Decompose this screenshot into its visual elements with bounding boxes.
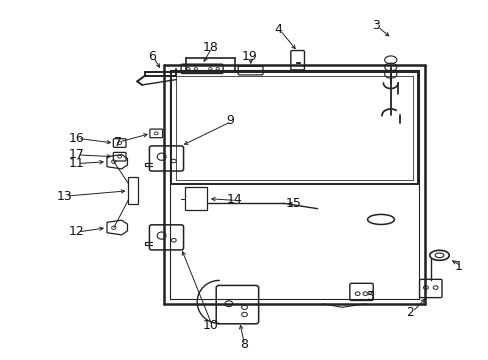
Text: 9: 9 xyxy=(225,114,233,127)
Text: 19: 19 xyxy=(241,50,257,63)
Bar xyxy=(128,177,138,204)
Text: 18: 18 xyxy=(202,41,218,54)
Text: 4: 4 xyxy=(274,23,282,36)
Text: 16: 16 xyxy=(68,132,84,145)
Text: 15: 15 xyxy=(285,197,301,210)
Text: 1: 1 xyxy=(454,260,462,273)
Text: 17: 17 xyxy=(68,148,84,161)
Text: 14: 14 xyxy=(226,193,242,206)
Text: 12: 12 xyxy=(68,225,84,238)
Text: 13: 13 xyxy=(56,190,72,203)
Text: 10: 10 xyxy=(202,319,218,332)
Text: 8: 8 xyxy=(240,338,248,351)
Text: 6: 6 xyxy=(147,50,156,63)
Bar xyxy=(184,187,206,211)
Text: 5: 5 xyxy=(366,290,374,303)
Text: 2: 2 xyxy=(406,306,413,319)
Text: 7: 7 xyxy=(114,136,122,149)
Text: 3: 3 xyxy=(371,19,379,32)
Text: 11: 11 xyxy=(68,157,84,170)
